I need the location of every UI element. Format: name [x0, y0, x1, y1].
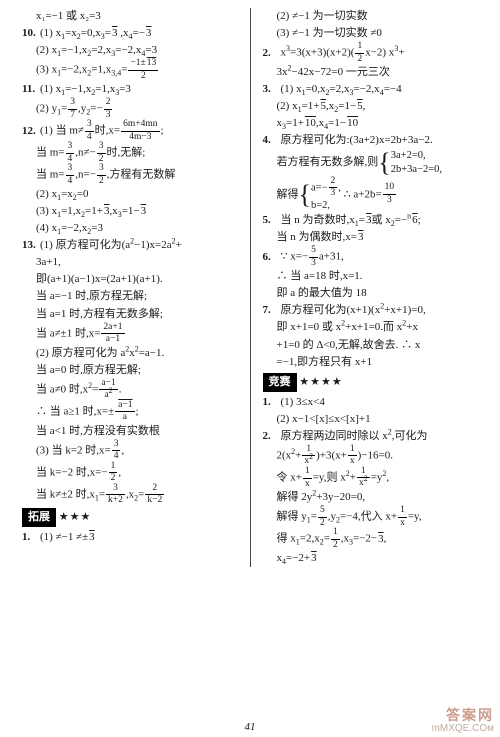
text-line: 即 a 的最大值为 18 — [263, 285, 483, 302]
text-line: 当 m=34,n≠−32时,无解; — [22, 142, 242, 164]
text-line: 13.(1) 原方程可化为(a2−1)x=2a2+ — [22, 237, 242, 254]
text-line: 12.(1) 当 m≠34时,x=6m+4mn4m−3; — [22, 120, 242, 142]
text-line: 10.(1) x1=x2=0,x3=3 ,x4=−3 — [22, 25, 242, 42]
text-line: 解得 y1=52,y2=−4,代入 x+1x=y, — [263, 506, 483, 528]
page-number: 41 — [0, 721, 500, 733]
text-line: 3.(1) x1=0,x2=2,x3=−2,x4=−4 — [263, 81, 483, 98]
text-line: (2) 原方程可化为 a2x2=a−1. — [22, 345, 242, 362]
text-line: 2(x2+1x2)+3(x+1x)−16=0. — [263, 445, 483, 467]
text-line: 当 a≠0 时,x2=a−1a2. — [22, 379, 242, 401]
text-line: 当 m=34,n=−32,方程有无数解 — [22, 164, 242, 186]
text-line: 2.x3=3(x+3)(x+2)(12x−2) x3+ — [263, 42, 483, 64]
text-line: x3=1+10,x4=1−10 — [263, 115, 483, 132]
text-line: =−1,即方程只有 x+1 — [263, 354, 483, 371]
text-line: (3) x1=1,x2=1+3,x3=1−3 — [22, 203, 242, 220]
text-line: (3) ≠−1 为一切实数 ≠0 — [263, 25, 483, 42]
text-line: x4=−2+3 — [263, 550, 483, 567]
text-line: 11.(1) x1=−1,x2=1,x3=3 — [22, 81, 242, 98]
watermark: 答案网 mMXQE.COм — [432, 708, 494, 734]
text-line: 竞赛 ★★★★ — [263, 371, 483, 394]
text-line: 2.原方程两边同时除以 x2,可化为 — [263, 428, 483, 445]
text-line: ∴ 当 a≥1 时,x=±a−1a; — [22, 401, 242, 423]
text-line: (2) y1=37,y2=−23 — [22, 98, 242, 120]
text-line: 1.(1) ≠−1 ≠±3 — [22, 529, 242, 546]
text-line: 当 a=−1 时,原方程无解; — [22, 288, 242, 305]
text-line: 拓展 ★★★ — [22, 506, 242, 529]
text-line: 得 x1=2,x2=12,x3=−2−3, — [263, 528, 483, 550]
text-line: (2) ≠−1 为一切实数 — [263, 8, 483, 25]
text-line: 当 a=0 时,原方程无解; — [22, 362, 242, 379]
text-line: 当 k≠±2 时,x1=3k+2,x2=2k−2 — [22, 484, 242, 506]
text-line: 令 x+1x=y,则 x2+1x2=y2, — [263, 467, 483, 489]
text-line: 当 k=−2 时,x=−12, — [22, 462, 242, 484]
text-line: 解得{a=−23,b=2, ∴ a+2b=103 — [263, 177, 483, 213]
text-line: 3a+1, — [22, 254, 242, 271]
text-line: 7.原方程可化为(x+1)(x2+x+1)=0, — [263, 302, 483, 319]
right-column: (2) ≠−1 为一切实数(3) ≠−1 为一切实数 ≠02.x3=3(x+3)… — [257, 8, 483, 567]
text-line: (2) x−1<[x]≤x<[x]+1 — [263, 411, 483, 428]
text-line: (4) x1=−2,x2=3 — [22, 220, 242, 237]
text-line: (3) x1=−2,x2=1,x3,4=−1±132 — [22, 59, 242, 81]
text-line: 当 n 为偶数时,x=3 — [263, 229, 483, 246]
text-line: 即(a+1)(a−1)x=(2a+1)(a+1). — [22, 271, 242, 288]
text-line: 解得 2y2+3y−20=0, — [263, 489, 483, 506]
left-column: x₁=−1 或 x₂=310.(1) x1=x2=0,x3=3 ,x4=−3(2… — [22, 8, 251, 567]
text-line: 6.∵ x=−53a+31, — [263, 246, 483, 268]
watermark-line1: 答案网 — [432, 708, 494, 723]
text-line: (2) x1=1+5,x2=1−5, — [263, 98, 483, 115]
text-line: x₁=−1 或 x₂=3 — [22, 8, 242, 25]
text-line: 若方程有无数多解,则{3a+2=0,2b+3a−2=0, — [263, 149, 483, 176]
text-line: (2) x1=x2=0 — [22, 186, 242, 203]
page-container: x₁=−1 或 x₂=310.(1) x1=x2=0,x3=3 ,x4=−3(2… — [0, 0, 500, 592]
text-line: (3) 当 k=2 时,x=34, — [22, 440, 242, 462]
text-line: 即 x+1=0 或 x2+x+1=0.而 x2+x — [263, 319, 483, 336]
text-line: (2) x1=−1,x2=2,x3=−2,x4=3 — [22, 42, 242, 59]
text-line: +1=0 的 Δ<0,无解,故舍去. ∴ x — [263, 337, 483, 354]
text-line: 5.当 n 为奇数时,x1=3或 x2=−n6; — [263, 212, 483, 229]
text-line: 当 a=1 时,方程有无数多解; — [22, 306, 242, 323]
text-line: 1.(1) 3≤x<4 — [263, 394, 483, 411]
text-line: 当 a≠±1 时,x=2a+1a−1 — [22, 323, 242, 345]
text-line: ∴ 当 a=18 时,x=1. — [263, 268, 483, 285]
text-line: 4.原方程可化为:(3a+2)x=2b+3a−2. — [263, 132, 483, 149]
text-line: 当 a<1 时,方程没有实数根 — [22, 423, 242, 440]
text-line: 3x2−42x−72=0 一元三次 — [263, 64, 483, 81]
watermark-line2: mMXQE.COм — [432, 723, 494, 734]
